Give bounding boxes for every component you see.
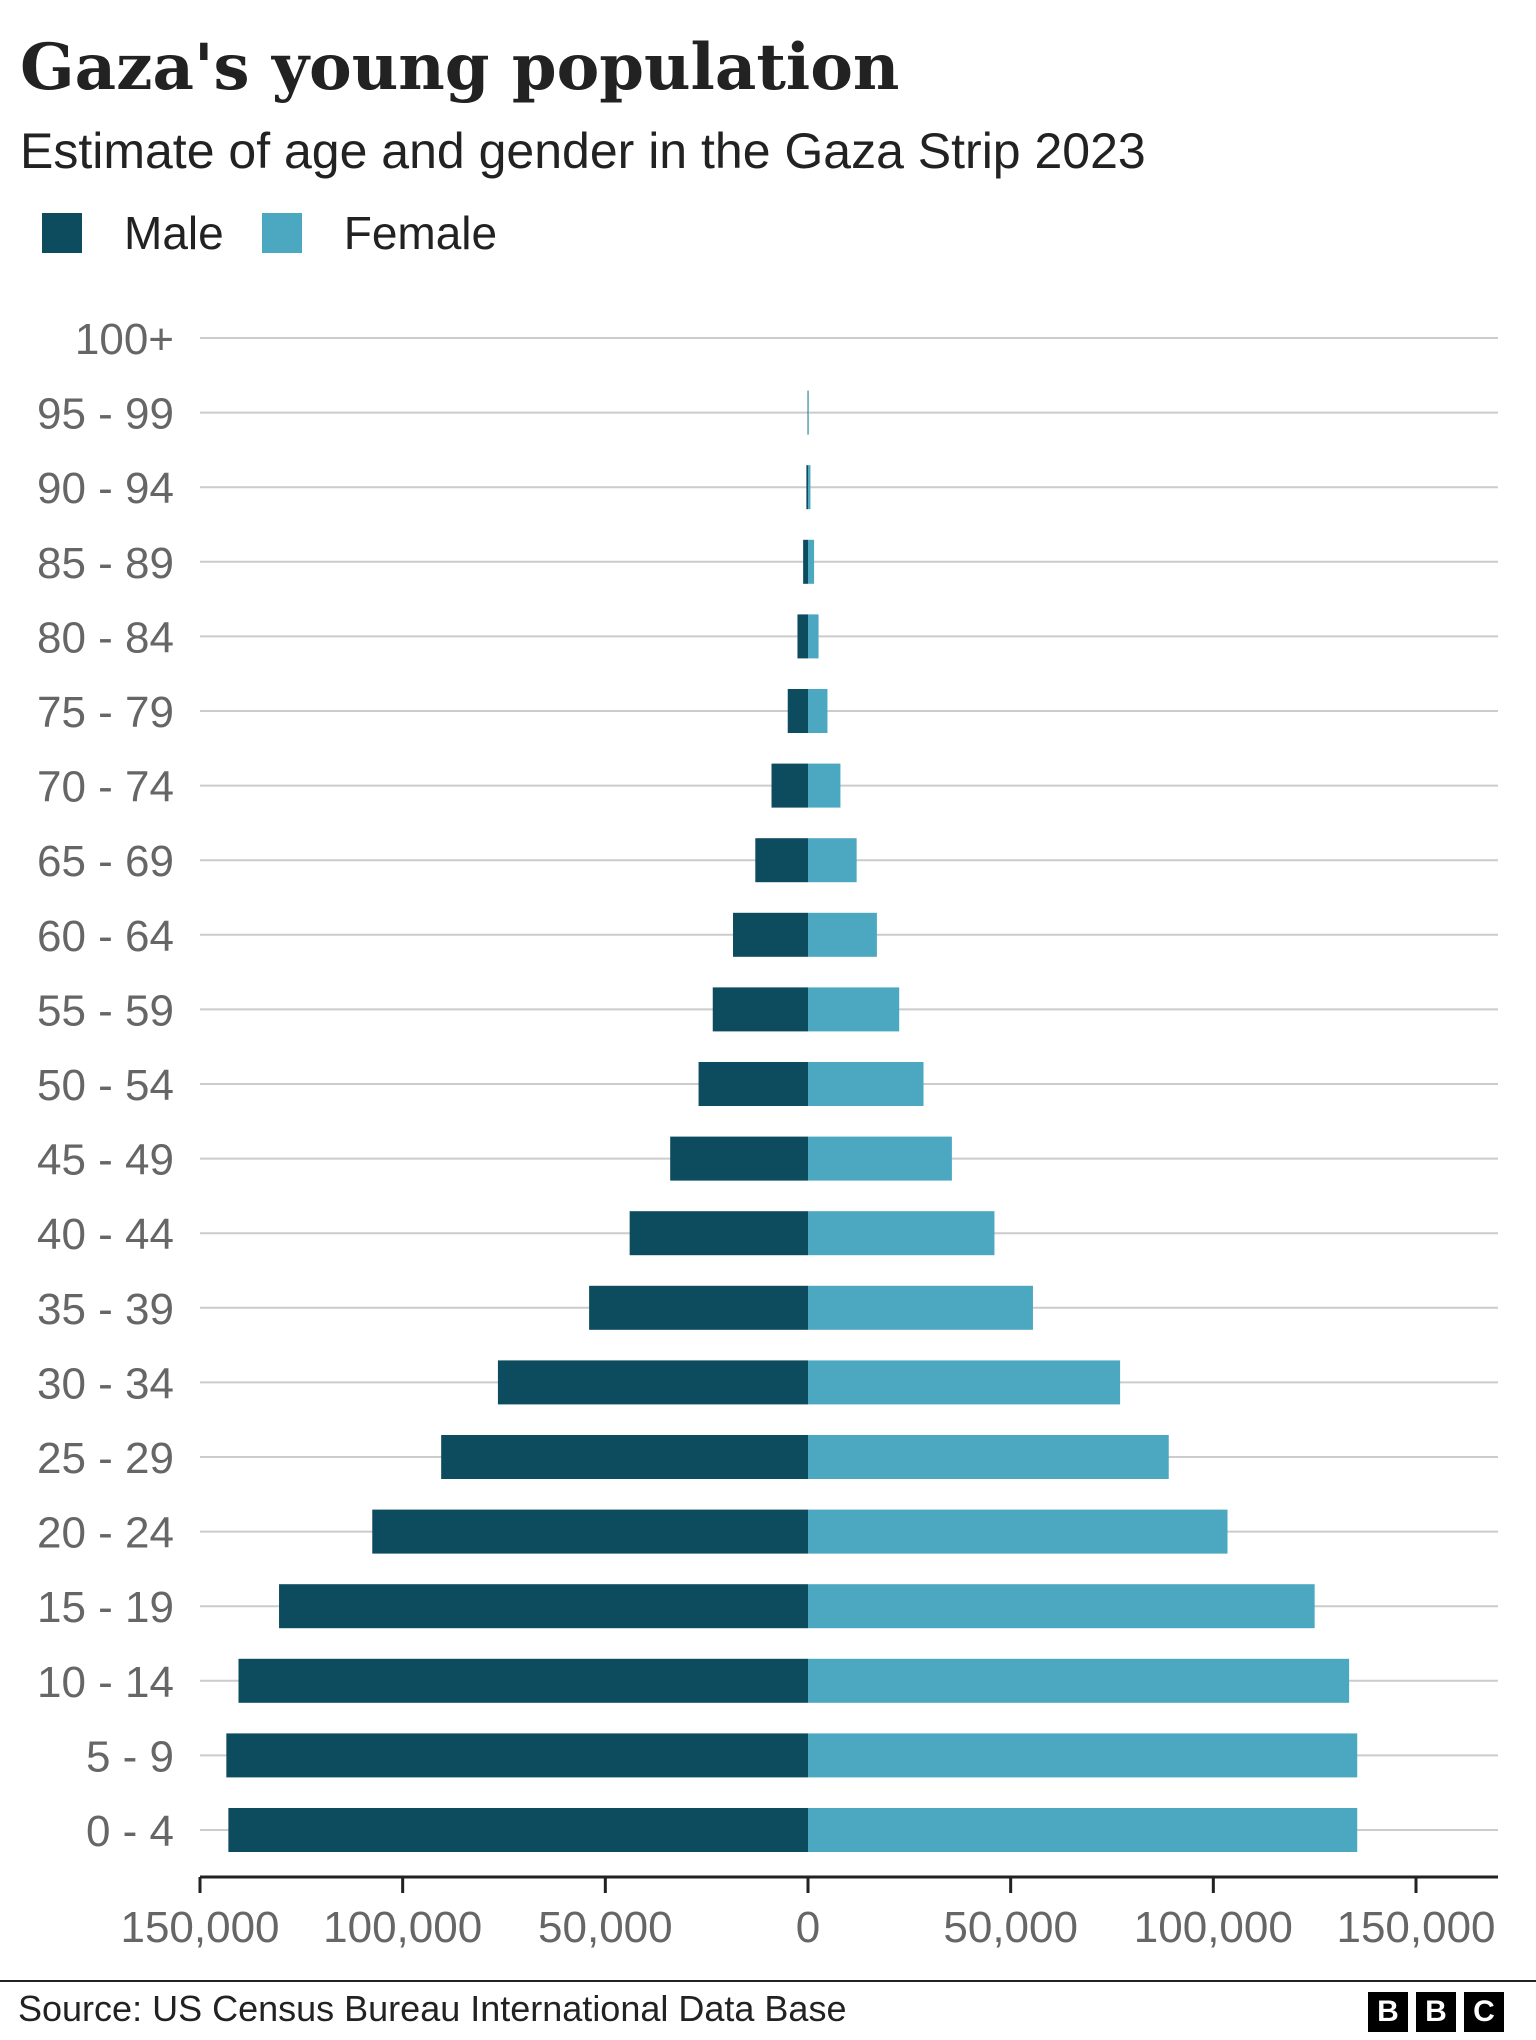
y-tick-label: 45 - 49 bbox=[37, 1136, 174, 1185]
bar-female bbox=[808, 1509, 1228, 1554]
y-tick-label: 65 - 69 bbox=[37, 837, 174, 886]
bar-male bbox=[733, 912, 808, 957]
bar-female bbox=[808, 614, 819, 659]
bar-male bbox=[238, 1658, 809, 1703]
y-tick-label: 85 - 89 bbox=[37, 539, 174, 588]
bar-male bbox=[629, 1211, 808, 1256]
legend-item-female: Female bbox=[261, 206, 498, 260]
y-tick-label: 15 - 19 bbox=[37, 1583, 174, 1632]
bar-male bbox=[755, 838, 808, 883]
legend-swatch-female bbox=[261, 213, 302, 253]
footer-divider bbox=[0, 1980, 1536, 1982]
y-tick-label: 35 - 39 bbox=[37, 1285, 174, 1334]
logo-letter: C bbox=[1464, 1992, 1504, 2032]
x-tick-label: 100,000 bbox=[323, 1903, 482, 1952]
bar-male bbox=[372, 1509, 808, 1554]
bar-male bbox=[226, 1733, 808, 1778]
logo-letter: B bbox=[1416, 1992, 1456, 2032]
x-tick-label: 150,000 bbox=[120, 1903, 279, 1952]
x-tick-label: 150,000 bbox=[1336, 1903, 1495, 1952]
y-tick-label: 55 - 59 bbox=[37, 986, 174, 1035]
bar-male bbox=[441, 1435, 808, 1479]
source-note: Source: US Census Bureau International D… bbox=[18, 1988, 847, 2029]
bar-male bbox=[797, 614, 808, 659]
y-tick-label: 95 - 99 bbox=[37, 390, 174, 439]
bar-female bbox=[808, 465, 811, 510]
bar-male bbox=[771, 763, 808, 808]
bar-male bbox=[806, 465, 808, 510]
legend: Male Female bbox=[42, 206, 535, 260]
bar-female bbox=[808, 1733, 1358, 1778]
population-pyramid-chart: 100+ 95 - 99 90 - 94 85 - 89 80 - 84 75 - 79 7… bbox=[37, 315, 1498, 1952]
bar-female bbox=[808, 1808, 1358, 1852]
y-tick-label: 40 - 44 bbox=[37, 1210, 174, 1259]
y-tick-label: 50 - 54 bbox=[37, 1061, 174, 1110]
bar-male bbox=[279, 1584, 808, 1629]
bar-female bbox=[808, 912, 877, 957]
bbc-logo: B B C bbox=[1360, 1992, 1504, 2032]
x-tick-label: 0 bbox=[796, 1903, 820, 1952]
bar-male bbox=[497, 1360, 808, 1405]
bar-female bbox=[808, 539, 815, 584]
bar-female bbox=[808, 1136, 952, 1181]
legend-item-male: Male bbox=[42, 206, 224, 260]
legend-label-female: Female bbox=[343, 207, 498, 259]
chart-title: Gaza's young population bbox=[20, 30, 900, 105]
chart-subtitle: Estimate of age and gender in the Gaza S… bbox=[20, 123, 1146, 179]
bar-female bbox=[808, 1360, 1121, 1405]
y-tick-label: 60 - 64 bbox=[37, 912, 174, 961]
bar-female bbox=[808, 1584, 1315, 1629]
bar-male bbox=[670, 1136, 808, 1181]
legend-swatch-male bbox=[42, 213, 82, 253]
y-tick-label: 80 - 84 bbox=[37, 613, 174, 662]
bar-male bbox=[712, 987, 808, 1032]
y-tick-label: 25 - 29 bbox=[37, 1434, 174, 1483]
bar-male bbox=[698, 1062, 808, 1106]
bar-female bbox=[808, 763, 841, 808]
bar-male bbox=[803, 539, 808, 584]
y-tick-label: 70 - 74 bbox=[37, 763, 174, 812]
bar-female bbox=[808, 1658, 1350, 1703]
y-tick-label: 100+ bbox=[75, 315, 174, 364]
bar-female bbox=[808, 838, 857, 883]
y-tick-label: 5 - 9 bbox=[86, 1732, 174, 1781]
y-tick-label: 90 - 94 bbox=[37, 464, 174, 513]
bar-male bbox=[228, 1808, 808, 1852]
bar-female bbox=[808, 689, 828, 733]
y-tick-label: 0 - 4 bbox=[86, 1807, 174, 1856]
x-tick-label: 50,000 bbox=[538, 1903, 673, 1952]
bar-female bbox=[808, 1435, 1169, 1479]
x-tick-label: 100,000 bbox=[1134, 1903, 1293, 1952]
bar-female bbox=[808, 390, 809, 435]
bar-male bbox=[589, 1285, 808, 1330]
y-tick-label: 30 - 34 bbox=[37, 1359, 174, 1408]
logo-letter: B bbox=[1368, 1992, 1408, 2032]
y-tick-label: 75 - 79 bbox=[37, 688, 174, 737]
bar-female bbox=[808, 1211, 995, 1256]
bar-female bbox=[808, 987, 900, 1032]
y-tick-label: 20 - 24 bbox=[37, 1509, 174, 1558]
bar-male bbox=[787, 689, 808, 733]
x-tick-label: 50,000 bbox=[943, 1903, 1078, 1952]
y-tick-label: 10 - 14 bbox=[37, 1658, 174, 1707]
legend-label-male: Male bbox=[124, 207, 224, 259]
bar-female bbox=[808, 1062, 924, 1106]
bar-female bbox=[808, 1285, 1033, 1330]
